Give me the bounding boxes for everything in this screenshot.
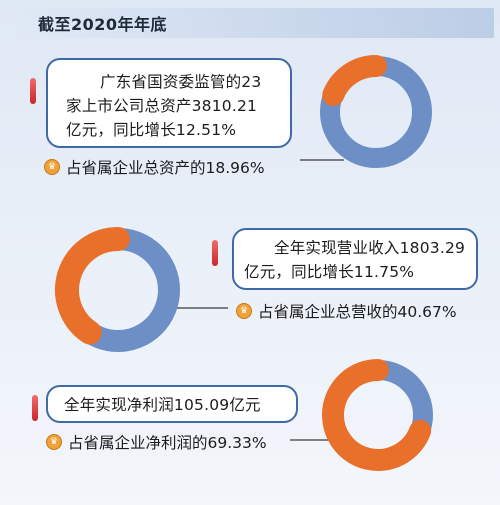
revenue-share-label: 占省属企业总营收的40.67% — [258, 303, 457, 321]
trophy-icon: ♛ — [46, 434, 62, 450]
assets-share-label: 占省属企业总资产的18.96% — [66, 159, 265, 177]
red-marker — [32, 395, 38, 421]
red-marker — [30, 78, 36, 104]
card-line: 亿元，同比增长12.51% — [66, 121, 237, 139]
donut-slice-share — [322, 359, 432, 471]
profit-share-label: 占省属企业净利润的69.33% — [68, 434, 267, 452]
card-line: 广东省国资委监管的23 — [100, 73, 262, 91]
card-line: 亿元，同比增长11.75% — [244, 263, 415, 281]
title-bar — [16, 8, 494, 38]
trophy-icon: ♛ — [44, 159, 60, 175]
card-line: 全年实现营业收入1803.29 — [274, 239, 466, 257]
card-line: 全年实现净利润105.09亿元 — [64, 396, 261, 414]
total-assets-card: 广东省国资委监管的23 家上市公司总资产3810.21 亿元，同比增长12.51… — [46, 58, 292, 148]
trophy-icon: ♛ — [236, 303, 252, 319]
page-title: 截至2020年年底 — [38, 15, 168, 34]
donut-slice-share — [55, 227, 130, 345]
net-profit-card: 全年实现净利润105.09亿元 — [46, 385, 298, 423]
donut-slice-share — [322, 55, 387, 106]
revenue-share-row: ♛ 占省属企业总营收的40.67% — [236, 300, 457, 322]
revenue-card: 全年实现营业收入1803.29 亿元，同比增长11.75% — [232, 228, 478, 290]
red-marker — [212, 240, 218, 266]
profit-share-row: ♛ 占省属企业净利润的69.33% — [46, 431, 267, 453]
assets-share-row: ♛ 占省属企业总资产的18.96% — [44, 156, 265, 178]
card-line: 家上市公司总资产3810.21 — [66, 97, 258, 115]
